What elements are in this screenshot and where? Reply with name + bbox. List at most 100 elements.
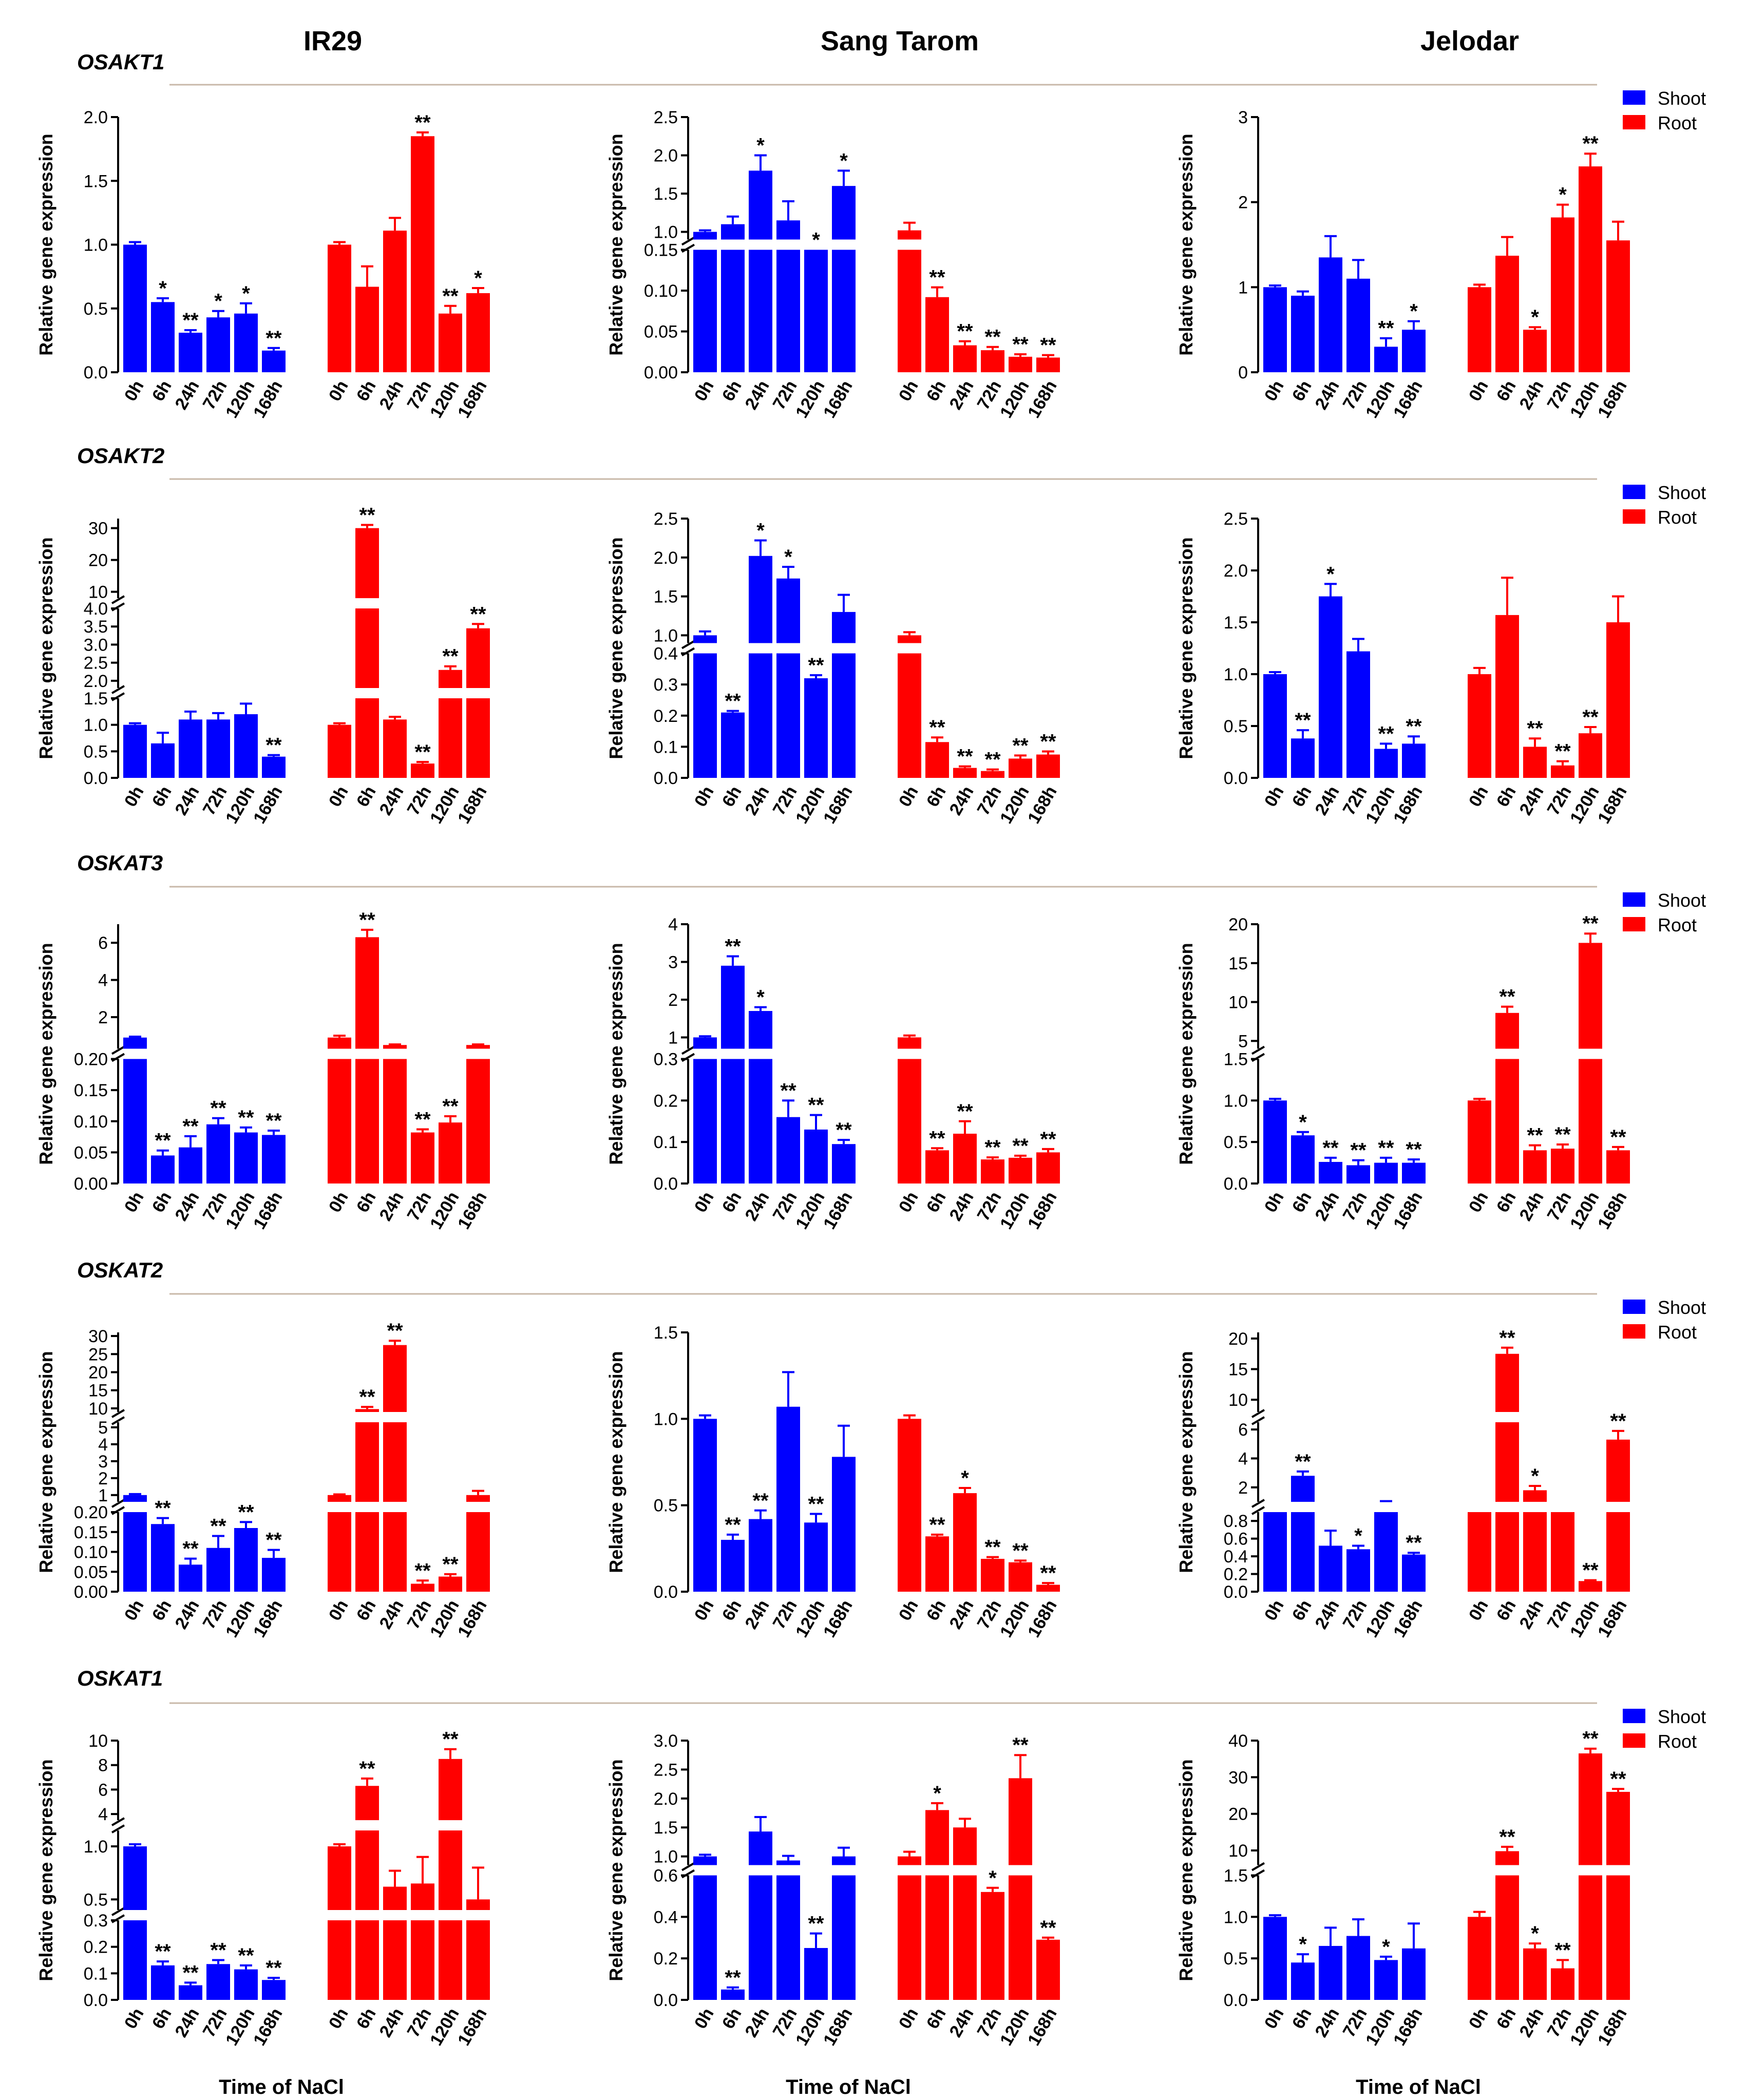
- bar-root-0h: [328, 724, 351, 778]
- column-title-sang-tarom: Sang Tarom: [821, 26, 979, 56]
- y-tick-label: 0.3: [654, 675, 678, 695]
- significance-marker: **: [957, 1100, 973, 1123]
- bar-shoot-168h: [262, 1980, 286, 2000]
- bar-root-6h: [1495, 1875, 1519, 2000]
- significance-marker: **: [929, 716, 945, 739]
- y-tick-label: 30: [88, 1327, 108, 1346]
- significance-marker: **: [984, 1536, 1001, 1559]
- x-tick-label: 24h: [1312, 377, 1343, 413]
- bar-root-0h: [328, 1846, 351, 1910]
- bar-root-168h: [1036, 357, 1060, 372]
- legend-label-root: Root: [1658, 1322, 1697, 1343]
- significance-marker: **: [929, 1514, 945, 1536]
- bar-root-72h: [411, 763, 434, 778]
- y-tick-label: 1: [1238, 278, 1248, 297]
- significance-marker: *: [784, 546, 792, 568]
- axis-break-mark: [1251, 1499, 1265, 1508]
- bar-root-6h: [925, 297, 949, 372]
- x-tick-label: 24h: [742, 1596, 773, 1632]
- significance-marker: *: [933, 1782, 941, 1805]
- x-tick-label: 168h: [1390, 2004, 1427, 2049]
- significance-marker: **: [265, 734, 282, 757]
- significance-marker: *: [1559, 184, 1567, 206]
- y-tick-label: 20: [1228, 1329, 1248, 1349]
- bar-root-6h: [355, 1786, 379, 1820]
- y-tick-label: 0.0: [654, 1991, 678, 2010]
- bar-root-6h: [1495, 256, 1519, 372]
- significance-marker: **: [359, 909, 375, 931]
- y-tick-label: 0.1: [654, 737, 678, 757]
- bar-shoot-0h: [123, 1037, 147, 1049]
- significance-marker: **: [359, 504, 375, 526]
- bar-root-168h: [466, 1920, 490, 2000]
- y-tick-label: 0.5: [84, 1890, 108, 1910]
- bar-root-6h: [355, 287, 379, 372]
- y-tick-label: 30: [88, 519, 108, 539]
- significance-marker: **: [1012, 734, 1029, 757]
- x-tick-label: 168h: [250, 1596, 287, 1640]
- bar-shoot-168h: [1402, 1554, 1426, 1592]
- y-tick-label: 1.0: [654, 1409, 678, 1429]
- bar-shoot-72h: [1346, 1165, 1370, 1183]
- bar-shoot-168h: [832, 653, 856, 778]
- y-tick-label: 4: [98, 1805, 108, 1824]
- y-tick-label: 2.5: [1224, 509, 1248, 529]
- bar-root-24h: [1523, 1512, 1547, 1592]
- x-tick-label: 24h: [172, 1188, 203, 1224]
- bar-shoot-72h: [1346, 1936, 1370, 2000]
- bar-shoot-72h: [206, 1124, 230, 1183]
- bar-shoot-72h: [1346, 1549, 1370, 1592]
- axis-break-mark: [681, 647, 695, 657]
- bar-root-168h: [1606, 622, 1630, 778]
- bar-shoot-0h: [693, 232, 717, 240]
- bar-root-72h: [411, 136, 434, 372]
- bar-shoot-168h: [262, 1558, 286, 1592]
- significance-marker: **: [1322, 1137, 1339, 1159]
- x-tick-label: 0h: [121, 2004, 148, 2032]
- x-tick-label: 168h: [1594, 1596, 1631, 1640]
- x-tick-label: 120h: [222, 782, 259, 827]
- bar-root-6h: [355, 1830, 379, 1910]
- bar-root-24h: [1523, 1490, 1547, 1502]
- bar-root-6h: [925, 742, 949, 778]
- x-tick-label: 120h: [996, 1188, 1033, 1232]
- bar-shoot-72h: [206, 317, 230, 372]
- bar-shoot-24h: [749, 1059, 772, 1183]
- significance-marker: **: [442, 1728, 459, 1751]
- axis-break-mark: [681, 236, 695, 246]
- significance-marker: **: [1350, 1139, 1367, 1162]
- bar-root-168h: [466, 698, 490, 778]
- axis-break-mark: [1251, 1045, 1265, 1055]
- x-tick-label: 120h: [792, 2004, 829, 2049]
- legend-swatch-shoot: [1623, 892, 1645, 907]
- x-tick-label: 0h: [121, 782, 148, 810]
- chart-oskat3-sang-tarom: 0.0 0.1 0.2 0.3 1 2 3 4 Relative gene expression…: [605, 915, 1061, 1233]
- bar-root-72h: [1551, 1149, 1574, 1183]
- y-tick-label: 1.5: [84, 689, 108, 709]
- significance-marker: **: [265, 327, 282, 350]
- bar-root-120h: [1579, 1875, 1602, 2000]
- x-tick-label: 0h: [121, 377, 148, 404]
- bar-root-120h: [439, 1920, 462, 2000]
- y-tick-label: 2.0: [1224, 561, 1248, 581]
- bar-shoot-6h: [151, 1524, 175, 1592]
- bar-root-6h: [355, 608, 379, 688]
- bar-root-168h: [1606, 240, 1630, 372]
- x-tick-label: 168h: [1594, 377, 1631, 421]
- significance-marker: *: [1410, 300, 1418, 323]
- bar-shoot-24h: [1319, 1161, 1342, 1183]
- significance-marker: **: [182, 309, 199, 332]
- legend-group: Shoot Root Shoot Root Shoot Root Shoot Root Shoo…: [1623, 88, 1706, 1752]
- x-tick-label: 120h: [996, 2004, 1033, 2049]
- chart-oskat2-jelodar: 0.00.20.40.60.8 2 4 6 10 15 20 Relative gene ex…: [1175, 1327, 1631, 1641]
- bar-shoot-24h: [1319, 257, 1342, 372]
- x-tick-label: 0h: [691, 377, 718, 404]
- significance-marker: **: [929, 266, 945, 289]
- bar-root-120h: [1009, 1875, 1032, 2000]
- bar-shoot-24h: [179, 332, 202, 372]
- bar-root-168h: [466, 1512, 490, 1592]
- significance-marker: *: [756, 986, 765, 1009]
- x-tick-label: 24h: [1312, 2004, 1343, 2040]
- y-tick-label: 2: [98, 1469, 108, 1488]
